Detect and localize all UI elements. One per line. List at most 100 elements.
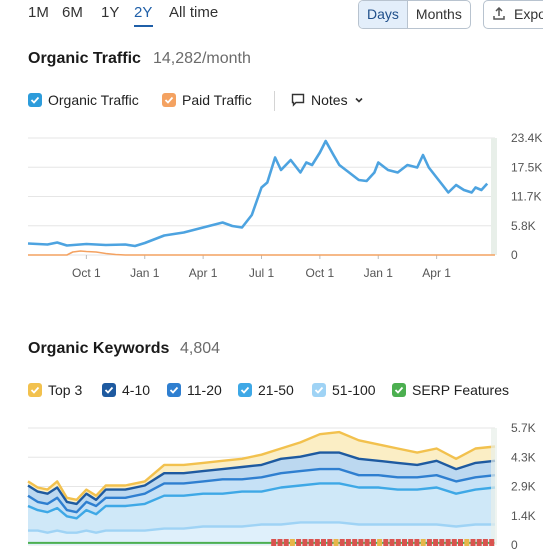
x-tick-label: Apr 1	[422, 266, 451, 280]
serp-feature-marker	[296, 539, 302, 546]
y-tick-label: 2.9K	[511, 480, 536, 494]
checkbox-icon[interactable]	[102, 383, 116, 397]
checkbox-icon[interactable]	[167, 383, 181, 397]
legend-serp-features[interactable]: SERP Features	[392, 382, 509, 398]
legend-21-50[interactable]: 21-50	[238, 382, 294, 398]
legend-4-10[interactable]: 4-10	[102, 382, 150, 398]
serp-feature-marker	[352, 539, 358, 546]
serp-feature-marker	[308, 539, 314, 546]
y-tick-label: 17.5K	[511, 160, 542, 174]
y-tick-label: 11.7K	[511, 190, 541, 204]
y-tick-label: 23.4K	[511, 131, 542, 145]
x-tick-label: Oct 1	[306, 266, 335, 280]
keywords-chart: 5.7K 4.3K 2.9K 1.4K 0	[27, 421, 536, 552]
export-icon	[493, 7, 505, 20]
x-tick-label: Jul 1	[249, 266, 275, 280]
notes-label: Notes	[311, 92, 348, 108]
legend-divider	[274, 91, 275, 111]
serp-feature-marker	[283, 539, 289, 546]
checkbox-icon[interactable]	[312, 383, 326, 397]
legend-51-100[interactable]: 51-100	[312, 382, 376, 398]
serp-feature-marker	[470, 539, 476, 546]
traffic-value: 14,282/month	[153, 50, 251, 67]
serp-feature-marker	[482, 539, 488, 546]
serp-feature-marker	[414, 539, 420, 546]
paid-traffic-line	[28, 250, 495, 256]
serp-feature-marker	[289, 539, 295, 546]
serp-feature-marker	[364, 539, 370, 546]
checkbox-icon[interactable]	[238, 383, 252, 397]
serp-feature-marker	[489, 539, 495, 546]
serp-feature-marker	[408, 539, 414, 546]
range-tab-1m[interactable]: 1M	[28, 4, 49, 21]
serp-feature-marker	[345, 539, 351, 546]
serp-feature-marker	[277, 539, 283, 546]
legend-organic-traffic[interactable]: Organic Traffic	[28, 92, 139, 108]
serp-feature-marker	[451, 539, 457, 546]
granularity-toggle: Days Months	[358, 0, 471, 29]
y-tick-label: 5.8K	[511, 219, 536, 233]
notes-dropdown[interactable]: Notes	[291, 92, 364, 108]
legend-label: Organic Traffic	[48, 92, 139, 108]
serp-feature-marker	[370, 539, 376, 546]
serp-feature-marker	[389, 539, 395, 546]
y-tick-label: 5.7K	[511, 421, 536, 435]
months-button[interactable]: Months	[415, 6, 462, 22]
serp-feature-marker	[439, 539, 445, 546]
legend-label: 4-10	[122, 382, 151, 398]
serp-feature-marker	[476, 539, 482, 546]
keywords-title: Organic Keywords	[28, 340, 170, 357]
y-tick-label: 0	[511, 248, 518, 262]
serp-feature-marker	[420, 539, 426, 546]
serp-feature-marker	[383, 539, 389, 546]
traffic-title: Organic Traffic	[28, 50, 141, 67]
range-tab-6m[interactable]: 6M	[62, 4, 83, 21]
checkbox-icon[interactable]	[28, 383, 42, 397]
legend-label: Top 3	[48, 382, 83, 398]
serp-feature-marker	[395, 539, 401, 546]
51-100-line	[28, 521, 495, 534]
serp-feature-marker	[333, 539, 339, 546]
days-button[interactable]: Days	[359, 1, 408, 28]
serp-feature-marker	[433, 539, 439, 546]
chevron-down-icon	[355, 97, 363, 103]
serp-feature-marker	[377, 539, 383, 546]
serp-feature-marker	[314, 539, 320, 546]
range-tab-2y[interactable]: 2Y	[134, 4, 153, 21]
active-range-underline	[134, 25, 153, 27]
legend-paid-traffic[interactable]: Paid Traffic	[162, 92, 252, 108]
organic-traffic-line	[27, 139, 489, 248]
partial-period-band	[491, 138, 497, 255]
legend-label: 21-50	[258, 382, 294, 398]
checkbox-icon[interactable]	[162, 93, 176, 107]
serp-feature-marker	[327, 539, 333, 546]
x-tick-label: Jan 1	[130, 266, 160, 280]
legend-top-3[interactable]: Top 3	[28, 382, 82, 398]
range-tab-all-time[interactable]: All time	[169, 4, 219, 21]
legend-11-20[interactable]: 11-20	[167, 382, 222, 398]
x-tick-label: Jan 1	[364, 266, 394, 280]
11-20-line	[27, 467, 496, 514]
keywords-value: 4,804	[180, 340, 221, 357]
x-tick-label: Apr 1	[189, 266, 218, 280]
legend-label: 11-20	[187, 382, 222, 398]
21-50-line	[27, 482, 496, 520]
legend-label: Paid Traffic	[182, 92, 252, 108]
comment-icon	[291, 93, 305, 107]
traffic-chart: 23.4K 17.5K 11.7K 5.8K 0 Oct 1 Jan 1 Apr 1 Jul 1…	[27, 131, 542, 280]
serp-feature-marker	[445, 539, 451, 546]
y-tick-label: 0	[511, 538, 518, 552]
checkbox-icon[interactable]	[28, 93, 42, 107]
checkbox-icon[interactable]	[392, 383, 406, 397]
serp-feature-marker	[464, 539, 470, 546]
y-tick-label: 4.3K	[511, 450, 536, 464]
range-tab-1y[interactable]: 1Y	[101, 4, 120, 21]
serp-feature-marker	[321, 539, 326, 546]
serp-feature-marker	[358, 539, 364, 546]
serp-feature-marker	[339, 539, 345, 546]
partial-period-band	[491, 428, 497, 545]
export-button[interactable]: Expo	[483, 0, 543, 29]
serp-feature-marker	[271, 539, 277, 546]
y-tick-label: 1.4K	[511, 509, 536, 523]
legend-label: 51-100	[332, 382, 376, 398]
